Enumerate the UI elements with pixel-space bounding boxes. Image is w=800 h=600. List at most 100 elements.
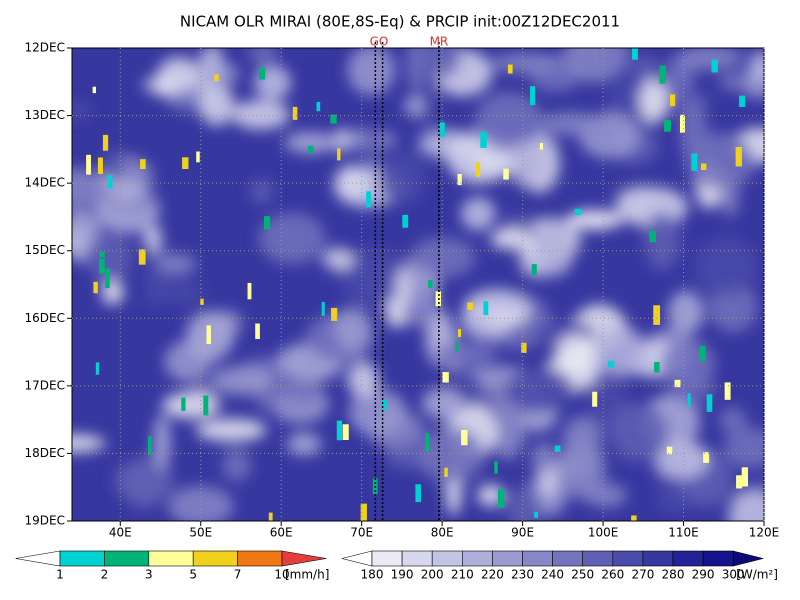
cloud-blob [72, 167, 106, 209]
cloud-blob [507, 485, 541, 521]
cloud-blob [538, 112, 605, 136]
cloud-blob [639, 78, 669, 124]
precip-speck [475, 162, 481, 177]
colorbar-box [237, 550, 283, 567]
field-blobs [72, 48, 764, 521]
precip-speck [669, 94, 676, 107]
cloud-blob [417, 426, 485, 484]
colorbar-label: 210 [451, 568, 474, 582]
colorbar-label: 290 [692, 568, 715, 582]
precip-speck [138, 249, 146, 265]
cloud-blob [195, 418, 267, 442]
precip-speck [307, 145, 314, 153]
cloud-blob [100, 147, 126, 180]
precip-speck [534, 511, 539, 518]
cloud-blob [157, 56, 201, 90]
cloud-blob [504, 366, 574, 414]
cloud-blob [490, 228, 532, 250]
cloud-blob [362, 126, 383, 171]
precip-speck [741, 467, 748, 487]
cloud-blob [685, 132, 755, 190]
colorbar-extend [281, 550, 327, 567]
x-tick-label: 60E [270, 526, 293, 540]
colorbar-box [371, 550, 403, 567]
cloud-blob [658, 488, 690, 513]
colorbar-extend [341, 550, 373, 567]
colorbar-label: 220 [481, 568, 504, 582]
cloud-blob [108, 176, 146, 207]
y-tick-label: 17DEC [25, 378, 65, 392]
colorbar-box [104, 550, 150, 567]
cloud-blob [492, 404, 523, 461]
colorbar-label: 270 [631, 568, 654, 582]
colorbar-label: 2 [101, 568, 109, 582]
y-tick-label: 19DEC [25, 514, 65, 528]
colorbar-label: 7 [234, 568, 242, 582]
y-tick-label: 15DEC [25, 243, 65, 257]
precip-speck [268, 512, 273, 521]
precip-speck [140, 159, 146, 170]
cloud-blob [510, 139, 540, 188]
colorbar-label: 300 [722, 568, 745, 582]
precip-speck [442, 372, 449, 383]
cloud-blob [247, 48, 278, 63]
precip-speck [706, 394, 713, 412]
precip-speck [428, 279, 433, 289]
precip-speck [521, 342, 527, 353]
precip-speck [455, 341, 459, 353]
precip-speck [92, 86, 96, 94]
cloud-blob [667, 290, 704, 334]
cloud-blob [72, 434, 106, 453]
precip-speck [247, 282, 252, 300]
cloud-blob [405, 48, 428, 92]
precip-speck [699, 345, 706, 362]
colorbar-box [192, 550, 238, 567]
colorbar-box [672, 550, 704, 567]
cloud-blob [410, 84, 438, 128]
precip-speck [679, 114, 685, 133]
colorbar-label: 240 [541, 568, 564, 582]
cloud-blob [162, 391, 221, 419]
precip-speck [724, 382, 731, 400]
precip-speck [483, 301, 489, 316]
colorbar-label: 260 [601, 568, 624, 582]
precip-speck [653, 305, 661, 325]
cloud-blob [323, 247, 355, 271]
cloud-blob [347, 48, 396, 96]
cloud-blob [487, 307, 529, 325]
precip-speck [316, 101, 321, 112]
cloud-blob [333, 127, 351, 154]
precip-speck [691, 153, 698, 171]
x-tick-label: 80E [431, 526, 454, 540]
colorbar-label: 5 [189, 568, 197, 582]
cloud-blob [607, 48, 631, 75]
precip-speck [102, 134, 109, 151]
precip-speck [480, 131, 487, 148]
colorbar-box [431, 550, 463, 567]
precip-speck [711, 59, 718, 73]
precip-speck [554, 445, 561, 452]
precip-speck [292, 106, 298, 120]
colorbar-box [642, 550, 674, 567]
y-tick-label: 12DEC [25, 41, 65, 55]
cloud-blob [644, 211, 681, 271]
precip-speck [258, 67, 266, 80]
colorbar-box [702, 550, 734, 567]
cloud-blob [491, 52, 560, 73]
cloud-blob [72, 101, 93, 119]
chart-title: NICAM OLR MIRAI (80E,8S-Eq) & PRCIP init… [180, 13, 620, 31]
precip-speck [381, 399, 387, 410]
colorbar-label: 230 [511, 568, 534, 582]
colorbar-box [401, 550, 433, 567]
precip-speck [574, 208, 582, 216]
precip-speck [214, 74, 219, 82]
colorbar-box [461, 550, 493, 567]
precip-speck [592, 391, 598, 407]
cloud-blob [718, 73, 746, 92]
precip-speck [336, 420, 343, 441]
colorbar-box [492, 550, 523, 567]
precip-speck [321, 301, 325, 316]
colorbar-label: 190 [391, 568, 414, 582]
cloud-blob [566, 209, 622, 230]
